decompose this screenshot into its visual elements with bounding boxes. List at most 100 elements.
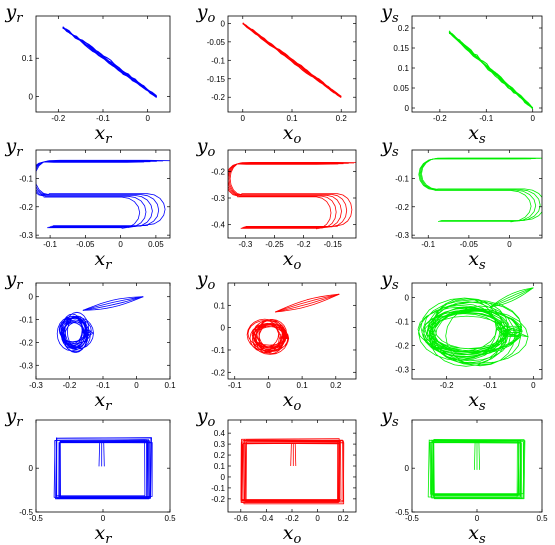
x-tick-label: -0.5	[29, 514, 43, 523]
y-axis-subscript: r	[16, 11, 23, 26]
trace-4	[489, 287, 534, 308]
panel-3-1: -0.6 -0.4 -0.2 0 0.20.40.30.20.10-0.1-0.2xoy…	[196, 405, 357, 545]
x-tick-label: 0	[315, 514, 320, 523]
x-axis-label: xo	[283, 522, 302, 545]
x-tick-label: -0.1	[43, 240, 57, 249]
trace-8	[55, 439, 146, 497]
axes-frame	[227, 149, 357, 239]
x-tick-label: -0.1	[228, 381, 242, 390]
x-axis-label: xr	[95, 522, 113, 545]
series-traces	[246, 293, 340, 355]
panel-2-2: -0.2 -0.1 0 0 -0.1 -0.2 -0.3 xs ys	[380, 268, 543, 414]
trace-2	[82, 296, 144, 311]
y-tick-label: -0.3	[211, 194, 225, 203]
y-tick-label: -0.3	[19, 231, 33, 240]
trace-4	[229, 162, 356, 227]
y-tick-label: -0.1	[19, 316, 33, 325]
trace-3	[82, 296, 144, 311]
axes-frame	[411, 15, 543, 113]
trace-4	[241, 440, 339, 503]
y-tick-label: -0.2	[211, 368, 225, 377]
trace-1	[432, 439, 520, 496]
trace-5	[58, 442, 152, 498]
y-tick-label: 0.1	[398, 64, 410, 73]
x-tick-label: -0.1	[483, 381, 497, 390]
x-tick-label: 0	[507, 240, 512, 249]
trace-2	[240, 438, 340, 501]
x-axis-subscript: o	[293, 399, 301, 414]
x-tick-label: 0	[145, 114, 150, 123]
y-axis-label: ys	[380, 135, 399, 160]
trace-6	[243, 442, 341, 502]
series-traces	[36, 159, 170, 229]
series-traces	[62, 26, 157, 99]
panel-1-0: -0.1 -0.05 0 0.05 -0.1 -0.2 -0.3 xr yr	[5, 135, 171, 273]
series-traces	[53, 437, 153, 500]
y-axis-label: yo	[196, 135, 216, 160]
trace-10	[290, 442, 292, 467]
y-axis-label: yr	[5, 268, 24, 293]
panel-2-0: -0.3 -0.2 -0.1 0 0.1 0 -0.1 -0.2 -0.3 xr yr	[5, 268, 177, 414]
y-tick-label: 0.2	[398, 24, 410, 33]
x-tick-label: -0.2	[297, 240, 311, 249]
y-axis-label: yo	[196, 405, 216, 430]
y-axis-subscript: r	[16, 415, 23, 430]
trace-1	[489, 287, 534, 308]
y-tick-label: 0	[29, 464, 34, 473]
x-axis-subscript: r	[105, 132, 112, 147]
trace-0	[241, 440, 342, 500]
x-tick-label: 0	[266, 381, 271, 390]
trace-4	[431, 440, 524, 495]
trace-3	[275, 293, 340, 313]
trace-0	[246, 318, 290, 355]
y-axis-label: yo	[196, 1, 216, 26]
y-axis-label: yr	[5, 1, 24, 26]
axes-frame	[227, 15, 357, 113]
x-tick-label: -0.1	[96, 114, 110, 123]
y-tick-label: -0.5	[19, 508, 33, 517]
series-traces	[427, 439, 526, 500]
y-tick-label: -0.2	[211, 93, 225, 102]
x-tick-label: 0.1	[164, 381, 176, 390]
x-tick-label: -0.6	[234, 514, 248, 523]
y-tick-label: 0	[29, 293, 34, 302]
x-tick-label: -0.15	[324, 240, 343, 249]
trace-5	[242, 22, 342, 97]
trace-12	[103, 441, 105, 467]
x-tick-label: -0.2	[63, 381, 77, 390]
x-axis-subscript: s	[479, 258, 486, 273]
y-tick-label: -0.2	[395, 341, 409, 350]
x-tick-label: 0.1	[286, 114, 298, 123]
x-axis-subscript: r	[105, 532, 112, 545]
x-axis-label: xo	[283, 122, 302, 147]
axes-frame	[411, 149, 543, 239]
trace-4	[36, 159, 170, 226]
y-axis-subscript: s	[392, 145, 399, 160]
x-tick-label: 0.2	[338, 514, 350, 523]
x-tick-label: -0.5	[405, 514, 419, 523]
x-tick-label: 0.2	[336, 114, 348, 123]
x-tick-label: -0.25	[265, 240, 284, 249]
series-traces	[240, 438, 345, 505]
series-traces	[242, 22, 342, 98]
trace-8	[430, 442, 523, 499]
y-axis-subscript: s	[392, 278, 399, 293]
y-tick-label: -0.4	[211, 221, 225, 230]
y-tick-label: 0.1	[22, 54, 34, 63]
x-tick-label: 0.05	[148, 240, 164, 249]
y-axis-subscript: r	[16, 145, 23, 160]
panel-1-1: -0.3 -0.25 -0.2 -0.15 -0.2 -0.3 -0.4 xo yo	[196, 135, 357, 273]
y-tick-label: 0.1	[214, 462, 226, 471]
y-tick-label: -0.1	[211, 56, 225, 65]
y-tick-label: -0.3	[395, 231, 409, 240]
trace-10	[474, 441, 476, 470]
x-axis-label: xs	[468, 122, 486, 147]
y-tick-label: 0	[405, 104, 410, 113]
x-axis-label: xs	[468, 389, 486, 414]
trace-9	[53, 439, 147, 498]
trace-3	[421, 157, 542, 221]
y-tick-label: 0.2	[214, 451, 226, 460]
x-tick-label: 0	[241, 114, 246, 123]
